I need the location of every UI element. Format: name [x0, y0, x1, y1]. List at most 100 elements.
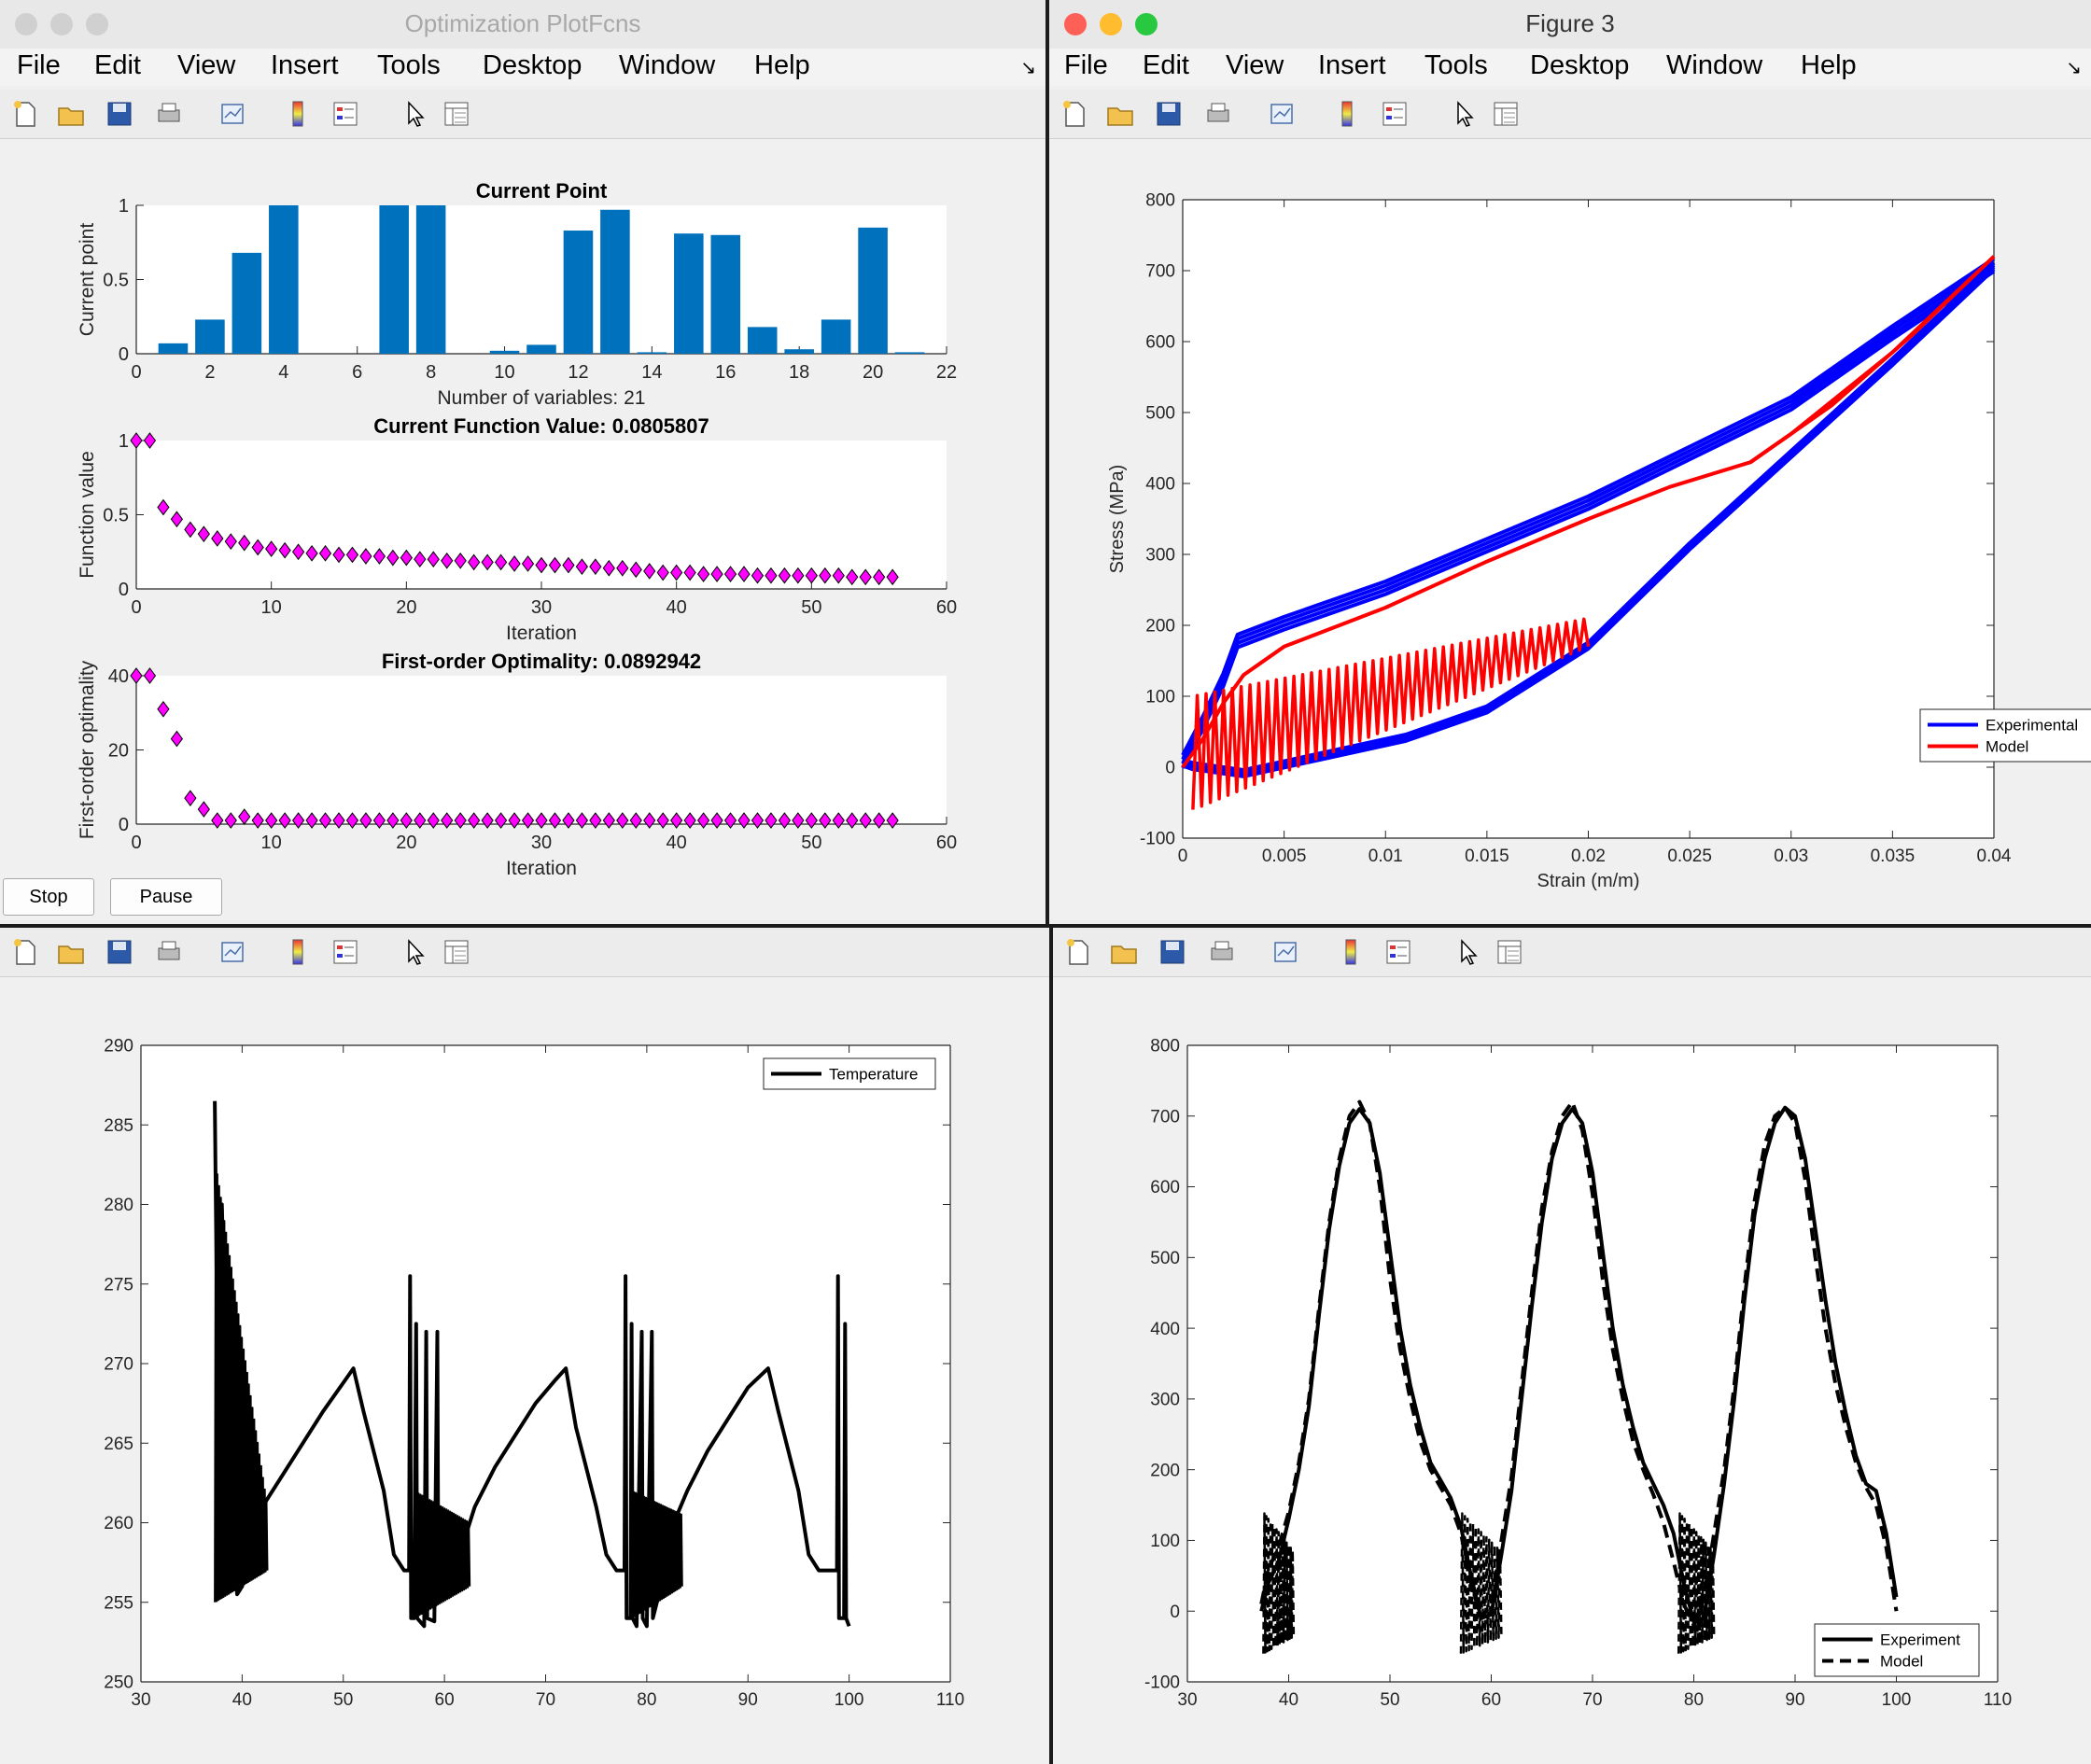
bar: [858, 227, 888, 354]
data-point: [886, 812, 899, 829]
minimize-window-button[interactable]: [50, 13, 73, 35]
colorbar-icon[interactable]: [283, 99, 313, 129]
experimental-unloading-curve: [1181, 257, 1996, 757]
x-tick-label: 70: [536, 1690, 555, 1710]
y-tick-label: 300: [1145, 546, 1175, 566]
menu-view[interactable]: View: [1226, 50, 1284, 80]
print-icon[interactable]: [1203, 99, 1233, 129]
menu-view[interactable]: View: [177, 50, 236, 80]
pointer-icon[interactable]: [1449, 99, 1479, 129]
new-figure-icon[interactable]: [1059, 99, 1088, 129]
close-window-button[interactable]: [15, 13, 37, 35]
legend-entry-label: Experiment: [1880, 1631, 1960, 1648]
open-folder-icon[interactable]: [1105, 99, 1135, 129]
stop-button[interactable]: Stop: [3, 878, 94, 916]
menu-window[interactable]: Window: [619, 50, 716, 80]
y-axis-label: Current point: [77, 223, 98, 337]
menu-desktop[interactable]: Desktop: [1530, 50, 1630, 80]
plot-area: [141, 1045, 950, 1682]
open-folder-icon[interactable]: [1109, 937, 1139, 967]
pointer-icon[interactable]: [1452, 937, 1482, 967]
experimental-unloading-curve: [1181, 270, 1996, 769]
property-inspector-icon[interactable]: [442, 937, 471, 967]
print-icon[interactable]: [154, 937, 184, 967]
bar: [821, 319, 851, 354]
colorbar-icon[interactable]: [1336, 937, 1366, 967]
link-plot-icon[interactable]: [218, 99, 247, 129]
link-plot-icon[interactable]: [1270, 937, 1300, 967]
data-point: [656, 564, 669, 581]
menu-desktop[interactable]: Desktop: [483, 50, 582, 80]
save-icon[interactable]: [105, 99, 134, 129]
menu-file[interactable]: File: [1064, 50, 1108, 80]
data-point: [386, 812, 400, 829]
data-point: [211, 812, 224, 829]
y-tick-label: 400: [1145, 475, 1175, 495]
x-tick-label: 60: [1481, 1690, 1501, 1710]
menu-insert[interactable]: Insert: [271, 50, 339, 80]
colorbar-icon[interactable]: [1332, 99, 1362, 129]
data-point: [481, 553, 494, 571]
zoom-window-button[interactable]: [86, 13, 108, 35]
menu-file[interactable]: File: [17, 50, 61, 80]
pointer-icon[interactable]: [400, 99, 429, 129]
dock-arrow-icon[interactable]: ↘: [2066, 58, 2082, 78]
y-tick-label: 290: [104, 1037, 133, 1057]
legend-icon[interactable]: [330, 99, 360, 129]
data-point: [454, 552, 467, 569]
new-figure-icon[interactable]: [9, 99, 39, 129]
menu-help[interactable]: Help: [754, 50, 810, 80]
menu-edit[interactable]: Edit: [1143, 50, 1189, 80]
data-point: [359, 812, 372, 829]
new-figure-icon[interactable]: [9, 937, 39, 967]
menu-edit[interactable]: Edit: [94, 50, 141, 80]
data-point: [345, 812, 359, 829]
data-point: [723, 812, 737, 829]
data-point: [832, 812, 845, 829]
menu-help[interactable]: Help: [1801, 50, 1857, 80]
y-tick-label: 500: [1150, 1249, 1180, 1268]
dock-arrow-icon[interactable]: ↘: [1020, 58, 1036, 78]
data-point: [278, 541, 291, 559]
link-plot-icon[interactable]: [218, 937, 247, 967]
legend-icon[interactable]: [1380, 99, 1410, 129]
open-folder-icon[interactable]: [56, 937, 86, 967]
menu-window[interactable]: Window: [1666, 50, 1763, 80]
menu-insert[interactable]: Insert: [1318, 50, 1386, 80]
pause-button[interactable]: Pause: [110, 878, 222, 916]
x-tick-label: 10: [261, 597, 282, 618]
data-point: [332, 812, 345, 829]
legend-icon[interactable]: [330, 937, 360, 967]
menu-tools[interactable]: Tools: [377, 50, 441, 80]
zoom-window-button[interactable]: [1135, 13, 1158, 35]
bar: [232, 252, 262, 354]
y-tick-label: 1: [119, 196, 129, 217]
stress-noise-spikes: [1677, 1512, 1716, 1654]
save-icon[interactable]: [1154, 99, 1184, 129]
legend-entry-label: Model: [1880, 1652, 1923, 1670]
property-inspector-icon[interactable]: [442, 99, 471, 129]
figure-3-window: Figure 3 File Edit View Insert Tools Des…: [1049, 0, 2091, 924]
property-inspector-icon[interactable]: [1495, 937, 1524, 967]
data-point: [143, 432, 157, 449]
x-tick-label: 40: [667, 833, 687, 853]
save-icon[interactable]: [1158, 937, 1187, 967]
legend-icon[interactable]: [1383, 937, 1413, 967]
plot-area: [136, 676, 947, 824]
colorbar-icon[interactable]: [283, 937, 313, 967]
print-icon[interactable]: [154, 99, 184, 129]
plot-area: [1187, 1045, 1998, 1682]
save-icon[interactable]: [105, 937, 134, 967]
minimize-window-button[interactable]: [1100, 13, 1122, 35]
link-plot-icon[interactable]: [1267, 99, 1297, 129]
data-point: [846, 568, 859, 586]
close-window-button[interactable]: [1064, 13, 1087, 35]
new-figure-icon[interactable]: [1062, 937, 1092, 967]
property-inspector-icon[interactable]: [1491, 99, 1521, 129]
y-tick-label: 40: [108, 666, 129, 687]
menu-tools[interactable]: Tools: [1424, 50, 1488, 80]
pointer-icon[interactable]: [400, 937, 429, 967]
open-folder-icon[interactable]: [56, 99, 86, 129]
print-icon[interactable]: [1207, 937, 1237, 967]
y-tick-label: 600: [1150, 1178, 1180, 1197]
